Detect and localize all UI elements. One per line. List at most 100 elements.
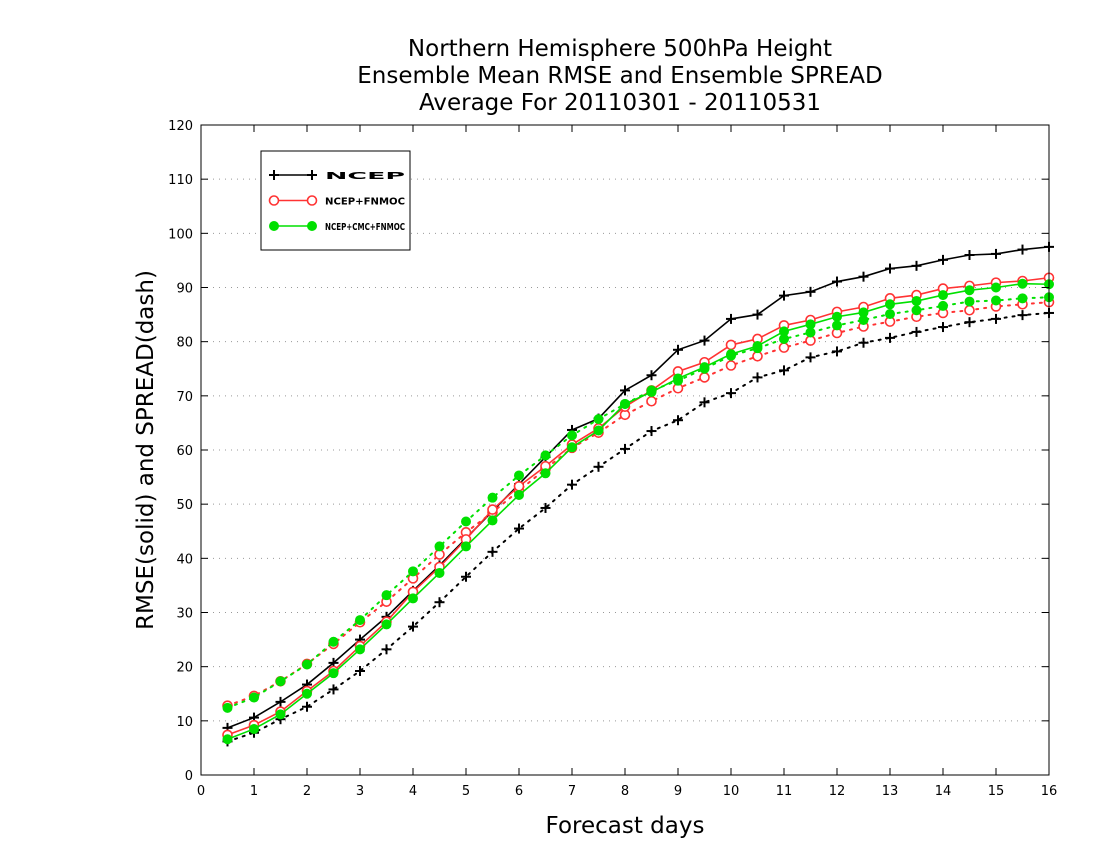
ncep-fnmoc-rmse-point bbox=[513, 480, 525, 492]
y-tick-label: 100 bbox=[168, 227, 193, 242]
ncep-cmc-fnmoc-rmse-point bbox=[222, 734, 233, 745]
ncep-cmc-fnmoc-spread-point bbox=[964, 296, 975, 307]
x-tick-label: 2 bbox=[303, 784, 311, 799]
ncep-cmc-fnmoc-rmse-point bbox=[832, 311, 842, 322]
ncep-fnmoc-spread-point bbox=[778, 342, 790, 353]
ncep-fnmoc-spread-point bbox=[964, 304, 975, 316]
ncep-cmc-fnmoc-rmse-point bbox=[302, 688, 312, 699]
ncep-cmc-fnmoc-spread-point bbox=[222, 702, 233, 713]
x-tick-label: 6 bbox=[515, 784, 523, 799]
ncep-fnmoc-rmse-point bbox=[725, 339, 737, 351]
ncep-fnmoc-rmse-point bbox=[487, 504, 498, 515]
ncep-cmc-fnmoc-spread-point bbox=[911, 305, 922, 316]
ncep-cmc-fnmoc-rmse-point bbox=[885, 299, 895, 310]
ncep-cmc-fnmoc-spread-point bbox=[938, 300, 948, 311]
ncep-cmc-fnmoc-spread-point bbox=[355, 615, 365, 626]
ncep-cmc-fnmoc-rmse-point bbox=[381, 619, 392, 630]
ncep-cmc-fnmoc-rmse-point bbox=[646, 387, 657, 398]
ncep-cmc-fnmoc-spread-point bbox=[461, 516, 471, 527]
ncep-cmc-fnmoc-spread-point bbox=[567, 430, 577, 441]
ncep-cmc-fnmoc-rmse-point bbox=[805, 319, 816, 330]
x-tick-label: 5 bbox=[462, 784, 470, 799]
ncep-fnmoc-spread-point bbox=[725, 360, 737, 371]
ncep-cmc-fnmoc-spread-point bbox=[514, 470, 524, 481]
legend-label-ncep-cmc-fnmoc: NCEP+CMC+FNMOC bbox=[325, 222, 405, 233]
y-tick-label: 60 bbox=[176, 444, 193, 459]
chart-title-line-3: Average For 20110301 - 20110531 bbox=[418, 90, 822, 116]
y-tick-label: 70 bbox=[176, 390, 193, 405]
ncep-cmc-fnmoc-rmse-point bbox=[911, 296, 922, 307]
ncep-cmc-fnmoc-spread-point bbox=[302, 659, 312, 670]
ncep-cmc-fnmoc-rmse-point bbox=[673, 373, 683, 384]
chart-title-line-2: Ensemble Mean RMSE and Ensemble SPREAD bbox=[357, 63, 883, 89]
ncep-fnmoc-spread-line bbox=[226, 301, 1050, 707]
x-tick-label: 16 bbox=[1041, 784, 1058, 799]
y-tick-label: 0 bbox=[185, 769, 193, 784]
ncep-cmc-fnmoc-rmse-point bbox=[991, 282, 1001, 293]
ncep-cmc-fnmoc-spread-point bbox=[381, 590, 392, 601]
ncep-cmc-fnmoc-spread-line bbox=[226, 296, 1050, 709]
ncep-cmc-fnmoc-rmse-point bbox=[858, 307, 869, 318]
ncep-cmc-fnmoc-rmse-point bbox=[620, 398, 630, 409]
ncep-fnmoc-spread-point bbox=[699, 372, 710, 383]
y-tick-label: 90 bbox=[176, 282, 193, 297]
ncep-cmc-fnmoc-spread-point bbox=[328, 636, 339, 647]
y-tick-label: 10 bbox=[176, 715, 193, 730]
y-tick-label: 40 bbox=[176, 552, 193, 567]
ncep-cmc-fnmoc-spread-point bbox=[408, 566, 418, 577]
ncep-cmc-fnmoc-rmse-point bbox=[487, 515, 498, 526]
ncep-cmc-fnmoc-rmse-point bbox=[328, 668, 339, 679]
legend-marker-end-ncep-fnmoc bbox=[306, 195, 318, 206]
ncep-cmc-fnmoc-rmse-point bbox=[752, 341, 763, 351]
y-tick-label: 20 bbox=[176, 661, 193, 676]
ncep-cmc-fnmoc-spread-point bbox=[832, 320, 842, 331]
legend-label-ncep-fnmoc: NCEP+FNMOC bbox=[325, 197, 405, 208]
x-tick-label: 1 bbox=[250, 784, 258, 799]
ncep-cmc-fnmoc-spread-point bbox=[275, 676, 286, 687]
y-tick-label: 80 bbox=[176, 336, 193, 351]
ncep-cmc-fnmoc-rmse-point bbox=[275, 709, 286, 720]
ncep-cmc-fnmoc-rmse-line bbox=[227, 282, 1050, 740]
x-tick-label: 0 bbox=[197, 784, 205, 799]
ncep-cmc-fnmoc-spread-point bbox=[593, 414, 604, 425]
x-tick-label: 3 bbox=[356, 784, 364, 799]
ncep-cmc-fnmoc-rmse-point bbox=[408, 593, 418, 604]
legend-label-ncep: NCEP bbox=[325, 171, 405, 182]
ncep-cmc-fnmoc-rmse-point bbox=[726, 349, 736, 360]
ncep-cmc-fnmoc-rmse-point bbox=[699, 362, 710, 373]
x-tick-label: 13 bbox=[882, 784, 899, 799]
ncep-cmc-fnmoc-rmse-point bbox=[249, 723, 259, 734]
legend-marker-start-ncep-cmc-fnmoc bbox=[269, 221, 279, 231]
x-axis-label: Forecast days bbox=[546, 813, 705, 839]
series-layer bbox=[222, 241, 1055, 747]
ncep-spread-line bbox=[226, 311, 1050, 743]
y-tick-label: 120 bbox=[168, 119, 193, 134]
y-tick-label: 30 bbox=[176, 607, 193, 622]
ncep-cmc-fnmoc-rmse-point bbox=[779, 326, 789, 337]
ncep-cmc-fnmoc-spread-point bbox=[1017, 293, 1028, 304]
ncep-cmc-fnmoc-spread-point bbox=[540, 450, 551, 461]
ncep-cmc-fnmoc-rmse-point bbox=[540, 468, 551, 479]
ncep-cmc-fnmoc-rmse-point bbox=[514, 489, 524, 500]
y-tick-label: 110 bbox=[168, 173, 193, 188]
ncep-fnmoc-spread-point bbox=[646, 395, 657, 407]
ncep-cmc-fnmoc-rmse-point bbox=[593, 425, 604, 436]
ncep-cmc-fnmoc-spread-point bbox=[249, 692, 259, 703]
legend-marker-start-ncep-fnmoc bbox=[268, 195, 280, 206]
y-tick-label: 50 bbox=[176, 498, 193, 513]
chart-title-line-1: Northern Hemisphere 500hPa Height bbox=[407, 36, 833, 62]
ncep-cmc-fnmoc-spread-point bbox=[885, 309, 895, 320]
ncep-cmc-fnmoc-rmse-point bbox=[355, 644, 365, 655]
x-tick-label: 10 bbox=[723, 784, 740, 799]
x-tick-label: 8 bbox=[621, 784, 629, 799]
y-axis-label: RMSE(solid) and SPREAD(dash) bbox=[133, 270, 159, 630]
x-tick-label: 12 bbox=[829, 784, 846, 799]
x-tick-label: 4 bbox=[409, 784, 417, 799]
ncep-cmc-fnmoc-spread-point bbox=[991, 295, 1001, 306]
ncep-cmc-fnmoc-rmse-point bbox=[434, 567, 445, 578]
x-tick-label: 14 bbox=[935, 784, 952, 799]
legend: NCEP NCEP+FNMOC NCEP+CMC+FNMOC bbox=[260, 150, 411, 251]
